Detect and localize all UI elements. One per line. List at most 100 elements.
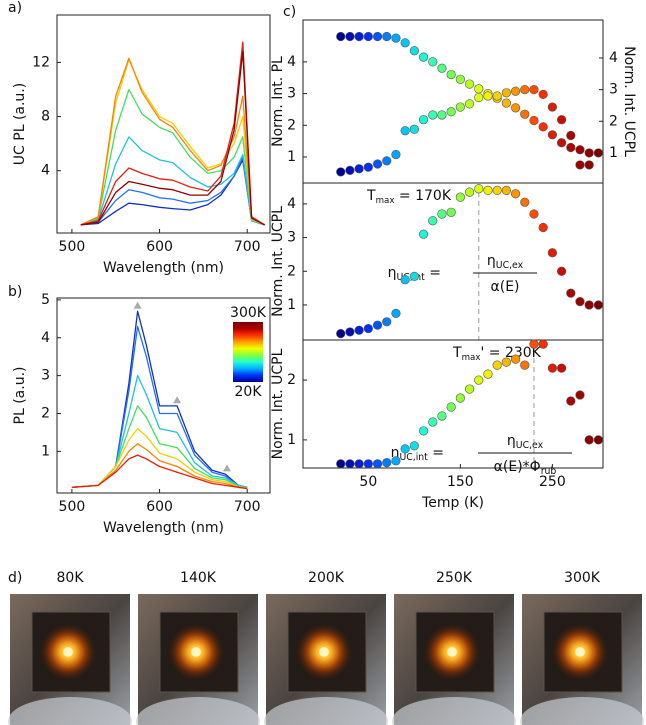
data-point [520, 109, 530, 119]
data-point [418, 426, 429, 436]
plot-frame [302, 339, 604, 469]
data-point [400, 126, 410, 136]
formula-text: α(E)*Φrub [494, 459, 557, 477]
data-point [483, 185, 493, 196]
colorbar [233, 322, 263, 382]
data-point [418, 115, 429, 125]
data-point [474, 375, 484, 385]
y-axis-label: PL (a.u.) [12, 367, 28, 425]
data-point [547, 102, 557, 112]
text-piece: = [425, 265, 441, 281]
data-point [538, 339, 548, 349]
data-point [520, 360, 530, 370]
photo-spot [575, 647, 585, 657]
text-piece: = [428, 445, 444, 461]
data-point [418, 52, 429, 62]
data-point [437, 110, 447, 120]
data-point [483, 369, 493, 379]
data-point [510, 354, 521, 364]
data-point [446, 402, 456, 412]
spectrum-line [71, 374, 248, 488]
data-point [538, 222, 548, 233]
data-point [382, 458, 392, 468]
data-point [501, 357, 511, 367]
data-point [428, 417, 438, 427]
formula-text: Tmax' = 230K [452, 345, 542, 363]
data-point [382, 31, 392, 42]
peak-marker [223, 464, 232, 472]
photo-label: 140K [180, 570, 217, 586]
data-point [492, 360, 502, 370]
photo-spot [447, 647, 457, 657]
spectrum-line [71, 325, 248, 488]
data-point [474, 92, 484, 103]
y-tick-label: 4 [41, 330, 50, 346]
y-tick-label: 4 [41, 163, 50, 179]
x-tick-label: 600 [146, 239, 173, 255]
subscript: UC,int [399, 452, 428, 463]
spectrum-line [80, 41, 266, 226]
data-point [593, 300, 603, 310]
text-piece: η [391, 445, 400, 461]
y-tick-label: 12 [32, 54, 50, 70]
y-axis-label: Norm. Int. PL [270, 56, 286, 147]
data-point [593, 435, 603, 445]
subscript: UC,ex [516, 440, 544, 451]
subscript: max [376, 196, 395, 206]
text-piece: η [507, 433, 516, 449]
data-point [529, 339, 539, 349]
data-point [409, 441, 419, 451]
subscript: max [462, 353, 481, 363]
panel-label: d) [8, 570, 22, 586]
data-point [566, 142, 576, 153]
data-point [382, 317, 392, 327]
data-point [455, 393, 465, 403]
y-tick-label: 3 [287, 86, 296, 102]
data-point [446, 69, 456, 80]
data-point [556, 363, 567, 373]
spectrum-line [71, 427, 248, 489]
data-point [593, 148, 603, 158]
spectrum-line [71, 443, 248, 490]
y-tick-label: 1 [287, 297, 296, 313]
data-point [363, 31, 373, 42]
data-point [584, 435, 594, 445]
text-piece: η [388, 265, 397, 281]
y-tick-label: 1 [287, 432, 296, 448]
data-point [474, 84, 484, 94]
x-tick-label: 700 [234, 499, 261, 515]
subscript: rub [541, 466, 557, 477]
y-tick-label: 2 [287, 372, 296, 388]
data-point [354, 325, 364, 335]
data-point [510, 103, 521, 113]
panel-label: a) [8, 0, 22, 16]
formula-text: ηUC,ex [487, 253, 524, 271]
y-axis-label: Norm. Int. UCPL [270, 348, 286, 459]
data-point [547, 363, 557, 373]
data-point [566, 396, 576, 406]
x-tick-label: 150 [447, 474, 474, 490]
text-piece: α(E) [491, 279, 520, 295]
data-point [529, 209, 539, 219]
data-point [400, 444, 410, 454]
data-point [455, 192, 465, 202]
x-axis-label: Wavelength (nm) [103, 520, 224, 536]
y-tick-label: 5 [41, 292, 50, 308]
data-point [547, 248, 557, 258]
data-point [464, 99, 475, 109]
y2-axis-label: Norm. Int. UCPL [621, 46, 637, 157]
data-point [354, 164, 364, 174]
data-point [529, 85, 539, 95]
data-point [372, 159, 383, 169]
data-point [382, 156, 392, 166]
data-point [372, 320, 383, 330]
data-point [345, 31, 355, 42]
x-tick-label: 500 [59, 499, 86, 515]
y-tick-label: 2 [41, 405, 50, 421]
data-point [345, 459, 355, 469]
data-point [556, 266, 567, 276]
data-point [363, 323, 373, 334]
data-point [354, 459, 364, 469]
panel-label: c) [283, 4, 296, 20]
data-point [455, 102, 465, 112]
